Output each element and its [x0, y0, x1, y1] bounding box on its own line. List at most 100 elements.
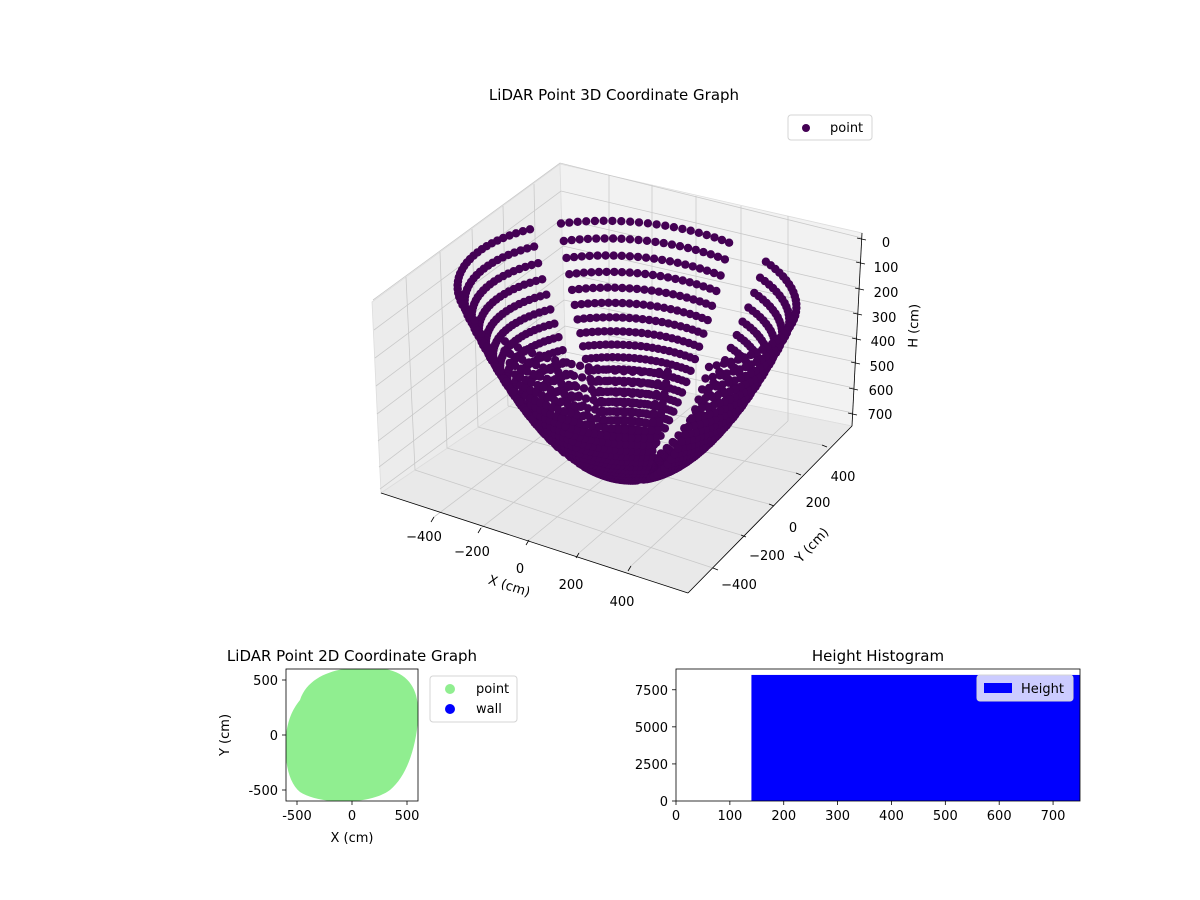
point-3d [606, 327, 615, 336]
point-3d [612, 398, 621, 407]
point-3d [579, 314, 588, 323]
point-3d [634, 235, 643, 245]
z-axis-label: H (cm) [906, 304, 923, 348]
point-3d [518, 355, 527, 364]
point-3d [712, 361, 721, 370]
point-3d [729, 367, 738, 376]
legend-label-height: Height [1021, 682, 1064, 697]
point-3d [594, 327, 603, 336]
point-3d [659, 303, 669, 312]
y2d-tick-label: 500 [253, 674, 278, 689]
point-3d [661, 378, 671, 388]
point-3d [626, 433, 636, 443]
point-3d [643, 329, 653, 338]
point-3d [643, 219, 653, 228]
point-3d [599, 415, 608, 424]
point-3d [689, 295, 698, 304]
point-3d [735, 365, 744, 374]
hist-x-tick-label: 100 [717, 809, 742, 824]
chart-histogram: Height Histogram 0 100 200 300 400 500 600 700 … [635, 647, 1081, 824]
point-3d [611, 313, 621, 322]
y2d-axis-label: Y (cm) [218, 714, 233, 757]
point-3d [649, 330, 659, 339]
point-3d [649, 409, 658, 418]
point-3d [733, 355, 743, 364]
point-3d [569, 401, 579, 410]
point-3d [677, 437, 686, 446]
point-3d [651, 237, 660, 247]
point-3d [559, 236, 568, 246]
point-3d [618, 283, 627, 293]
point-3d [607, 340, 616, 349]
point-3d [702, 230, 711, 240]
point-3d [650, 399, 660, 409]
point-3d [626, 217, 635, 226]
point-3d [657, 255, 667, 265]
z-tick-label: 700 [868, 408, 893, 423]
point-3d [697, 403, 706, 413]
point-3d [513, 343, 523, 352]
point-3d [641, 253, 651, 262]
point-3d [646, 301, 655, 310]
y-tick-label: 400 [831, 470, 856, 485]
point-3d [654, 367, 664, 377]
point-3d [699, 329, 708, 338]
z-tick-label: 600 [869, 384, 894, 399]
point-3d [632, 299, 641, 309]
point-3d [583, 299, 593, 308]
point-3d [522, 367, 532, 376]
point-3d [521, 406, 530, 415]
point-3d [633, 433, 642, 443]
point-3d [740, 353, 749, 362]
point-3d [628, 389, 637, 398]
point-3d [608, 234, 618, 243]
legend-marker-wall [445, 704, 455, 714]
point-3d [610, 283, 620, 292]
point-3d [694, 395, 703, 404]
point-3d [638, 440, 647, 450]
y-tick-marks [712, 444, 828, 571]
point-3d [576, 329, 585, 338]
point-3d [617, 234, 626, 243]
point-3d [625, 299, 634, 308]
point-3d [660, 389, 669, 398]
point-3d [550, 395, 559, 404]
x-tick-label: −400 [406, 530, 442, 545]
point-3d [673, 444, 683, 453]
point-3d [648, 418, 657, 427]
point-3d [618, 313, 627, 322]
point-3d [645, 315, 654, 325]
point-3d [596, 283, 605, 292]
point-3d [620, 399, 629, 408]
chart-3d-legend: point [787, 114, 873, 141]
point-3d [470, 316, 479, 325]
legend-label-point: point [830, 121, 863, 136]
point-3d [687, 414, 696, 423]
point-3d [554, 367, 563, 377]
point-3d [593, 251, 602, 260]
point-3d [645, 433, 654, 443]
y2d-tick-label: -500 [248, 784, 278, 799]
x2d-tick-label: 500 [395, 809, 420, 824]
x-tick-label: 200 [559, 578, 584, 593]
point-3d [667, 240, 677, 249]
point-3d [584, 363, 593, 372]
point-3d [483, 342, 492, 351]
point-3d [661, 221, 670, 230]
point-3d [496, 366, 505, 375]
point-3d [505, 231, 514, 240]
chart-2d-legend: point wall [429, 675, 518, 723]
point-3d [633, 426, 643, 435]
chart-3d-title: LiDAR Point 3D Coordinate Graph [489, 86, 739, 104]
point-3d [724, 378, 733, 387]
point-3d [557, 379, 566, 388]
point-3d [617, 217, 626, 226]
point-3d [561, 422, 570, 431]
point-3d [678, 224, 687, 234]
point-3d [647, 286, 656, 295]
point-3d [587, 268, 596, 277]
point-3d [624, 340, 634, 350]
point-3d [709, 268, 719, 278]
point-3d [572, 382, 581, 391]
point-3d [518, 227, 528, 236]
